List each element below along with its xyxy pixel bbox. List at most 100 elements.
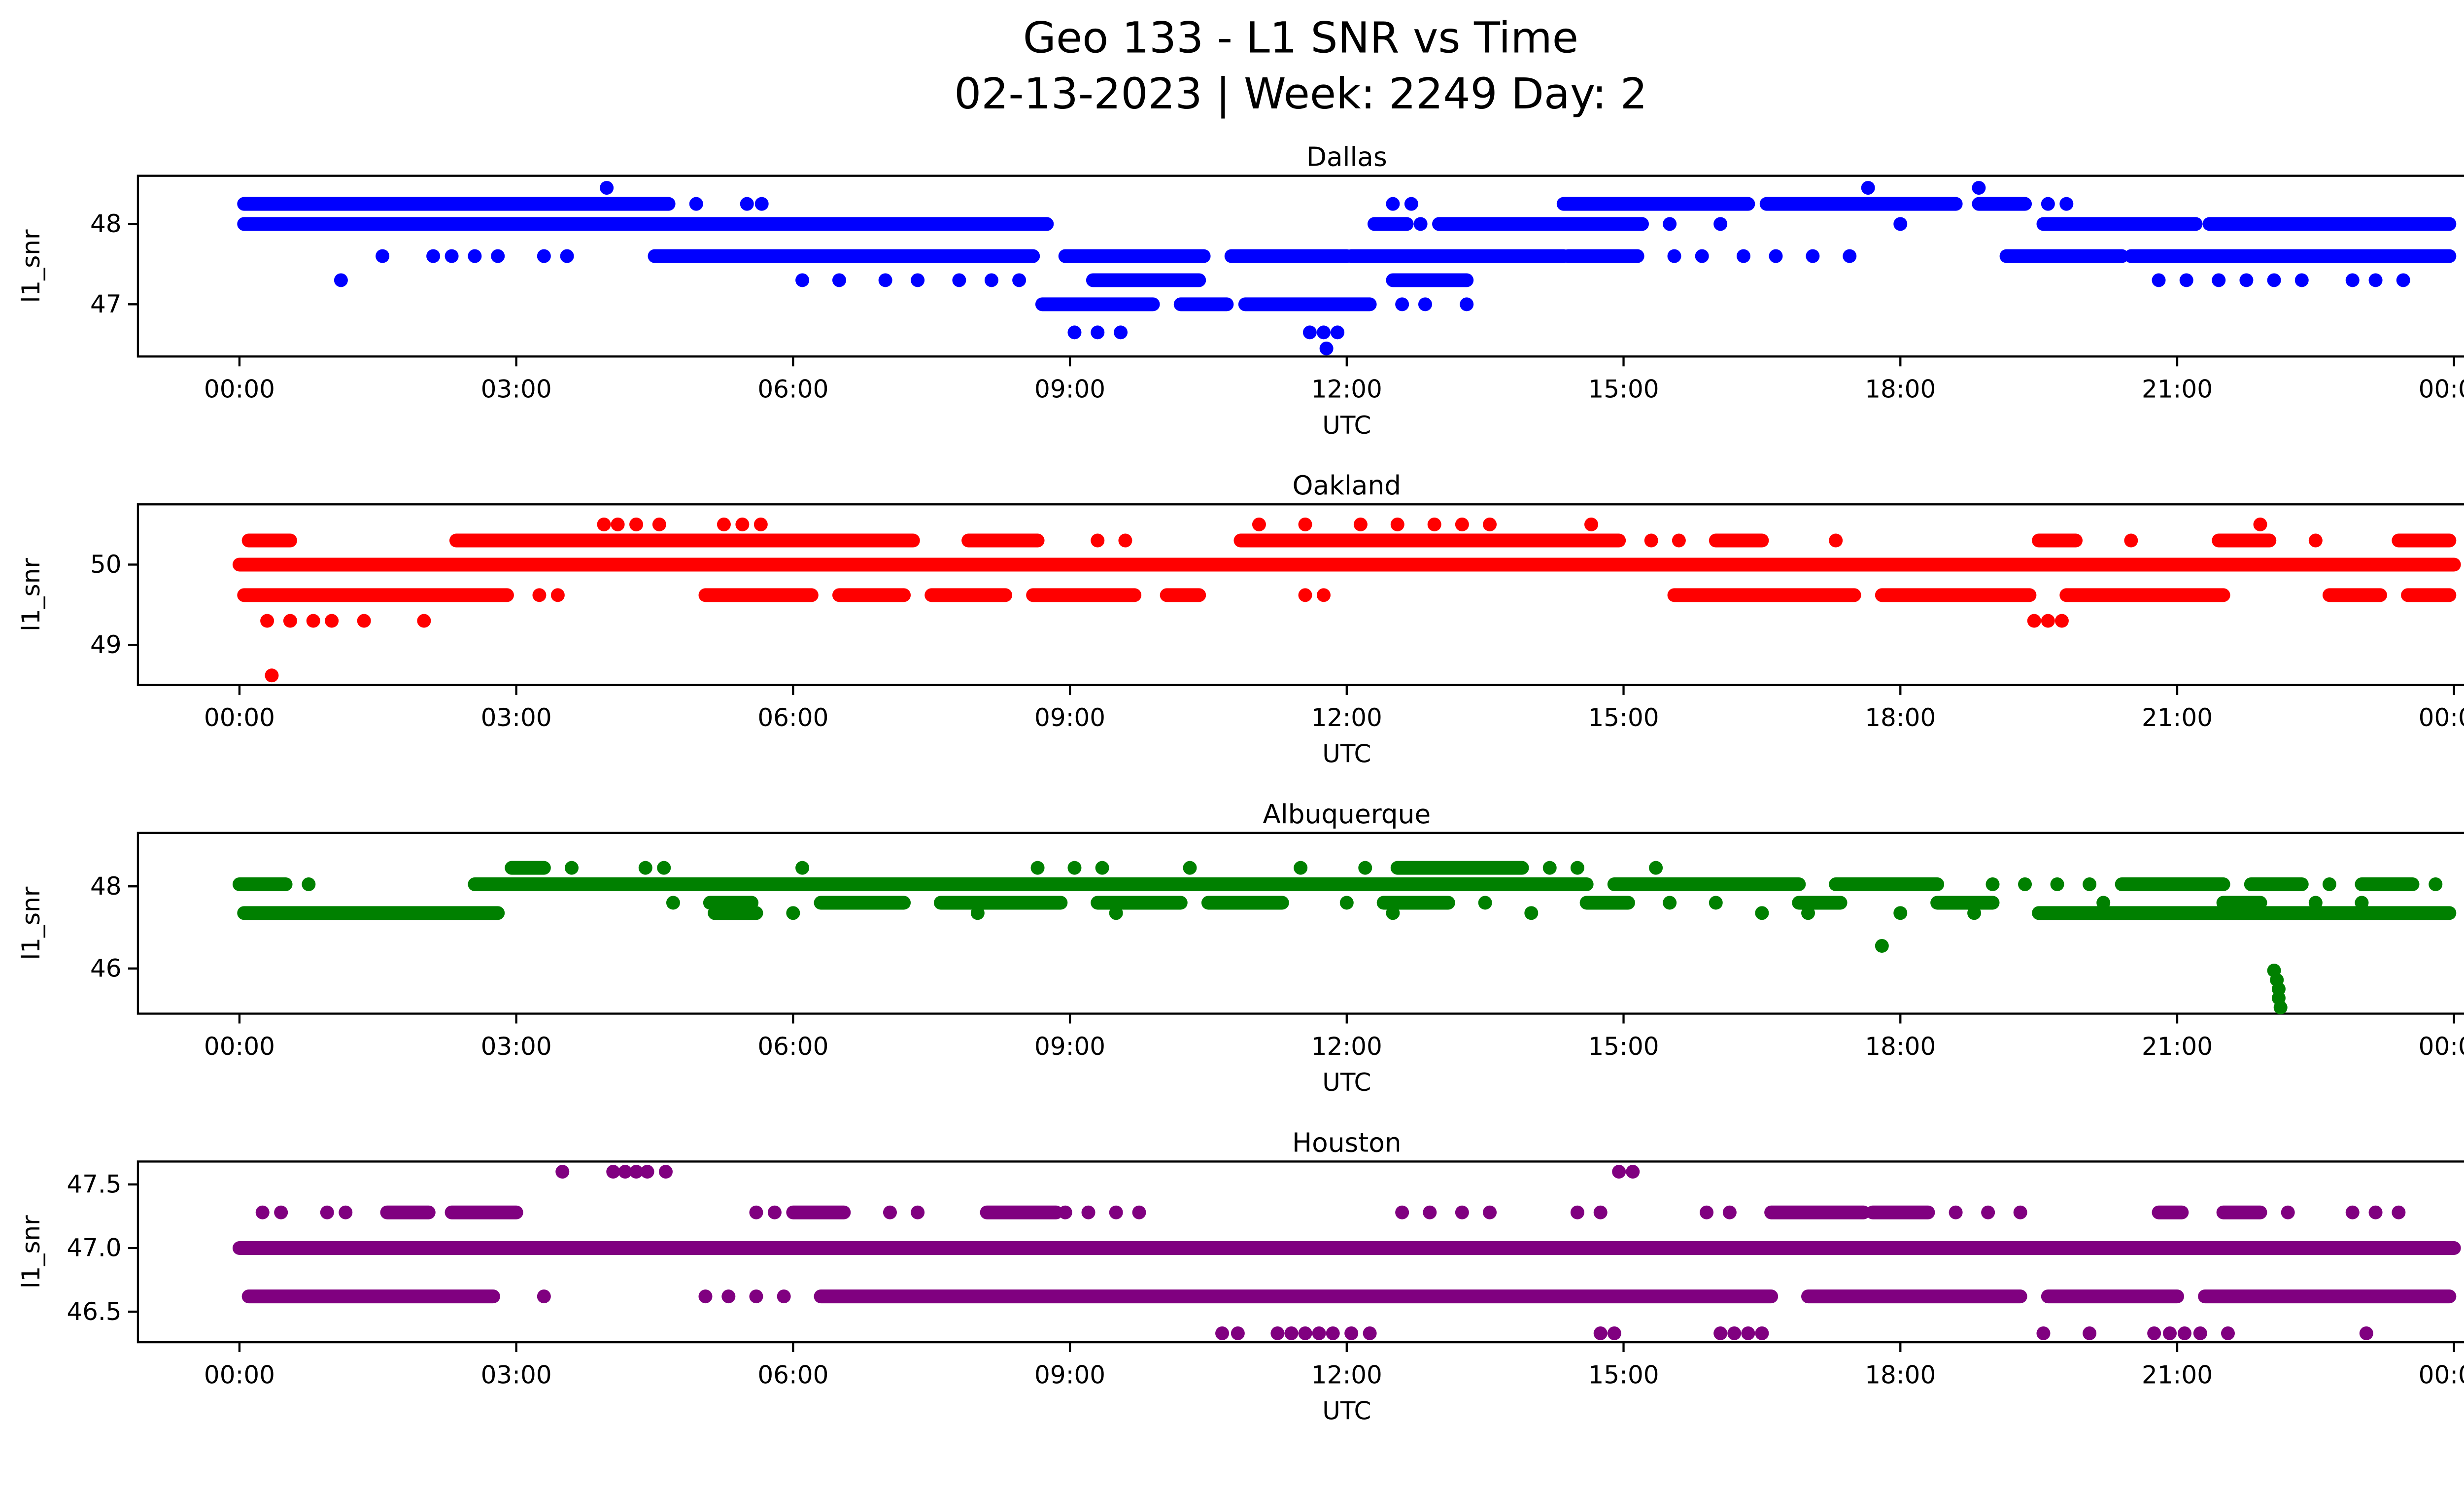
scatter-point: [1626, 1164, 1640, 1178]
scatter-point: [1109, 1205, 1123, 1219]
x-tick-label: 12:00: [1311, 1360, 1382, 1389]
scatter-point: [1012, 273, 1027, 287]
scatter-point: [1132, 1205, 1146, 1219]
scatter-point: [2267, 273, 2281, 287]
scatter-point: [255, 1205, 270, 1219]
x-tick-label: 18:00: [1865, 1360, 1936, 1389]
scatter-point: [1319, 341, 1334, 355]
scatter-point: [2345, 1205, 2360, 1219]
x-tick-label: 09:00: [1034, 703, 1105, 731]
scatter-point: [2083, 1325, 2097, 1340]
scatter-point: [2212, 273, 2226, 287]
scatter-point: [786, 905, 800, 919]
scatter-point: [1663, 216, 1677, 231]
scatter-point: [1709, 895, 1723, 909]
scatter-point: [1972, 180, 1986, 194]
scatter-outlier-point: [1875, 938, 1889, 952]
scatter-point: [749, 1205, 763, 1219]
scatter-point: [1386, 196, 1400, 210]
scatter-point: [532, 588, 547, 602]
scatter-point: [1118, 533, 1132, 547]
y-tick-label: 48: [90, 209, 122, 238]
scatter-point: [1893, 905, 1908, 919]
scatter-point: [1644, 533, 1658, 547]
scatter-point: [2147, 1325, 2161, 1340]
scatter-point: [1081, 1205, 1095, 1219]
scatter-point: [611, 517, 625, 531]
x-tick-label: 09:00: [1034, 1031, 1105, 1060]
scatter-point: [2041, 613, 2055, 627]
scatter-point: [1395, 296, 1409, 311]
scatter-point: [597, 517, 611, 531]
scatter-point: [2050, 876, 2064, 891]
scatter-point: [2239, 273, 2254, 287]
scatter-point: [1427, 517, 1441, 531]
scatter-point: [2396, 273, 2410, 287]
figure-title: Geo 133 - L1 SNR vs Time: [1023, 14, 1579, 64]
scatter-point: [1390, 517, 1404, 531]
scatter-point: [1455, 517, 1469, 531]
x-tick-label: 00:00: [204, 1360, 275, 1389]
scatter-point: [984, 273, 998, 287]
scatter-point: [2179, 273, 2193, 287]
x-tick-label: 00:00: [2419, 703, 2464, 731]
scatter-point: [2221, 1325, 2235, 1340]
scatter-point: [1423, 1205, 1437, 1219]
dallas-scatter-plot: 00:00 03:00 06:00 09:00 12:00 15:00 18:00 21:00…: [17, 174, 2464, 439]
scatter-point: [2368, 1205, 2383, 1219]
scatter-point: [564, 860, 579, 874]
scatter-point: [1755, 1325, 1769, 1340]
x-tick-label: 21:00: [2142, 1360, 2213, 1389]
scatter-point: [302, 876, 316, 891]
scatter-point: [1298, 588, 1312, 602]
scatter-point: [417, 613, 431, 627]
x-tick-label: 15:00: [1588, 1031, 1659, 1060]
scatter-point: [1344, 1325, 1359, 1340]
scatter-point: [1700, 1205, 1714, 1219]
scatter-point: [698, 1288, 713, 1303]
scatter-point: [1985, 876, 2000, 891]
scatter-point: [1091, 533, 1105, 547]
x-tick-label: 18:00: [1865, 1031, 1936, 1060]
x-axis-label: UTC: [1322, 739, 1371, 767]
scatter-point: [1829, 533, 1843, 547]
y-tick-label: 46.5: [67, 1296, 121, 1325]
scatter-point: [1326, 1325, 1340, 1340]
scatter-point: [753, 517, 768, 531]
scatter-point: [1353, 517, 1368, 531]
scatter-point: [2059, 196, 2074, 210]
scatter-point: [606, 1164, 620, 1178]
scatter-point: [1483, 517, 1497, 531]
scatter-point: [2308, 533, 2323, 547]
scatter-point: [283, 613, 297, 627]
scatter-point: [2281, 1205, 2295, 1219]
scatter-point: [911, 273, 925, 287]
scatter-point: [426, 248, 441, 263]
scatter-point: [883, 1205, 897, 1219]
y-tick-label: 49: [90, 630, 122, 659]
scatter-point: [1667, 248, 1681, 263]
subplot-oakland: Oakland 00:00 03:00 06:00 09:00 12:00 15:00 18…: [0, 469, 2464, 781]
x-axis-label: UTC: [1322, 1396, 1371, 1425]
houston-scatter-plot: 00:00 03:00 06:00 09:00 12:00 15:00 18:00 21:00…: [17, 1159, 2464, 1425]
x-tick-label: 21:00: [2142, 374, 2213, 403]
scatter-point: [325, 613, 339, 627]
subplot-albuquerque: Albuquerque 00:00 03:00 06:00 09:00 12:00 15:…: [0, 798, 2464, 1110]
scatter-point: [721, 1288, 736, 1303]
scatter-point: [1861, 180, 1875, 194]
scatter-point: [1284, 1325, 1299, 1340]
scatter-point: [274, 1205, 288, 1219]
scatter-point: [306, 613, 320, 627]
scatter-point: [2253, 517, 2267, 531]
subplot-title-houston: Houston: [1292, 1126, 1402, 1158]
scatter-point: [1570, 860, 1584, 874]
scatter-point: [1109, 905, 1123, 919]
scatter-point: [2163, 1325, 2177, 1340]
x-tick-label: 15:00: [1588, 374, 1659, 403]
scatter-point: [1231, 1325, 1245, 1340]
scatter-point: [445, 248, 459, 263]
scatter-point: [1893, 216, 1908, 231]
scatter-point: [2177, 1325, 2191, 1340]
scatter-outlier-point: [2273, 1000, 2288, 1014]
scatter-point: [735, 517, 750, 531]
